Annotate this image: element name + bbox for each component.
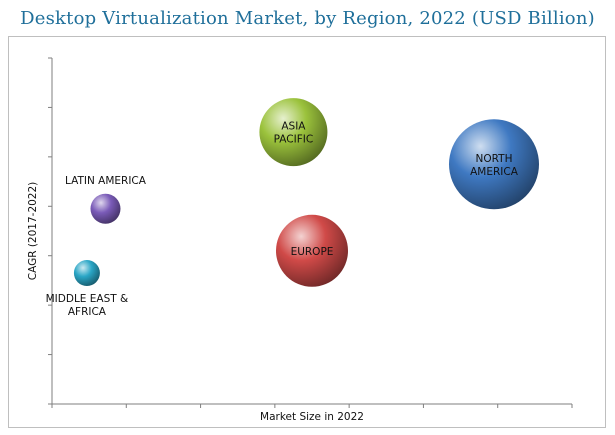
bubble-label-asia-pacific: PACIFIC <box>274 134 314 146</box>
bubble-north-america <box>449 119 539 210</box>
bubble-asia-pacific <box>259 98 328 167</box>
bubble-label-north-america: NORTH <box>476 153 513 165</box>
bubble-europe <box>276 214 348 287</box>
bubble-label-asia-pacific: ASIA <box>281 121 306 133</box>
y-axis-label: CAGR (2017-2022) <box>27 182 39 281</box>
chart-title: Desktop Virtualization Market, by Region… <box>20 8 595 29</box>
bubble-label-latin-america: LATIN AMERICA <box>65 175 147 187</box>
bubble-label-north-america: AMERICA <box>470 166 519 178</box>
bubble-layer <box>73 98 539 287</box>
x-axis-label: Market Size in 2022 <box>260 411 364 423</box>
bubble-label-europe: EUROPE <box>291 246 334 258</box>
bubble-middle-east-africa <box>73 260 100 287</box>
bubble-latin-america <box>90 193 121 224</box>
chart-axes <box>48 57 573 408</box>
bubble-label-middle-east-africa: AFRICA <box>68 306 107 318</box>
bubble-label-middle-east-africa: MIDDLE EAST & <box>46 293 129 305</box>
chart-frame <box>8 36 606 428</box>
